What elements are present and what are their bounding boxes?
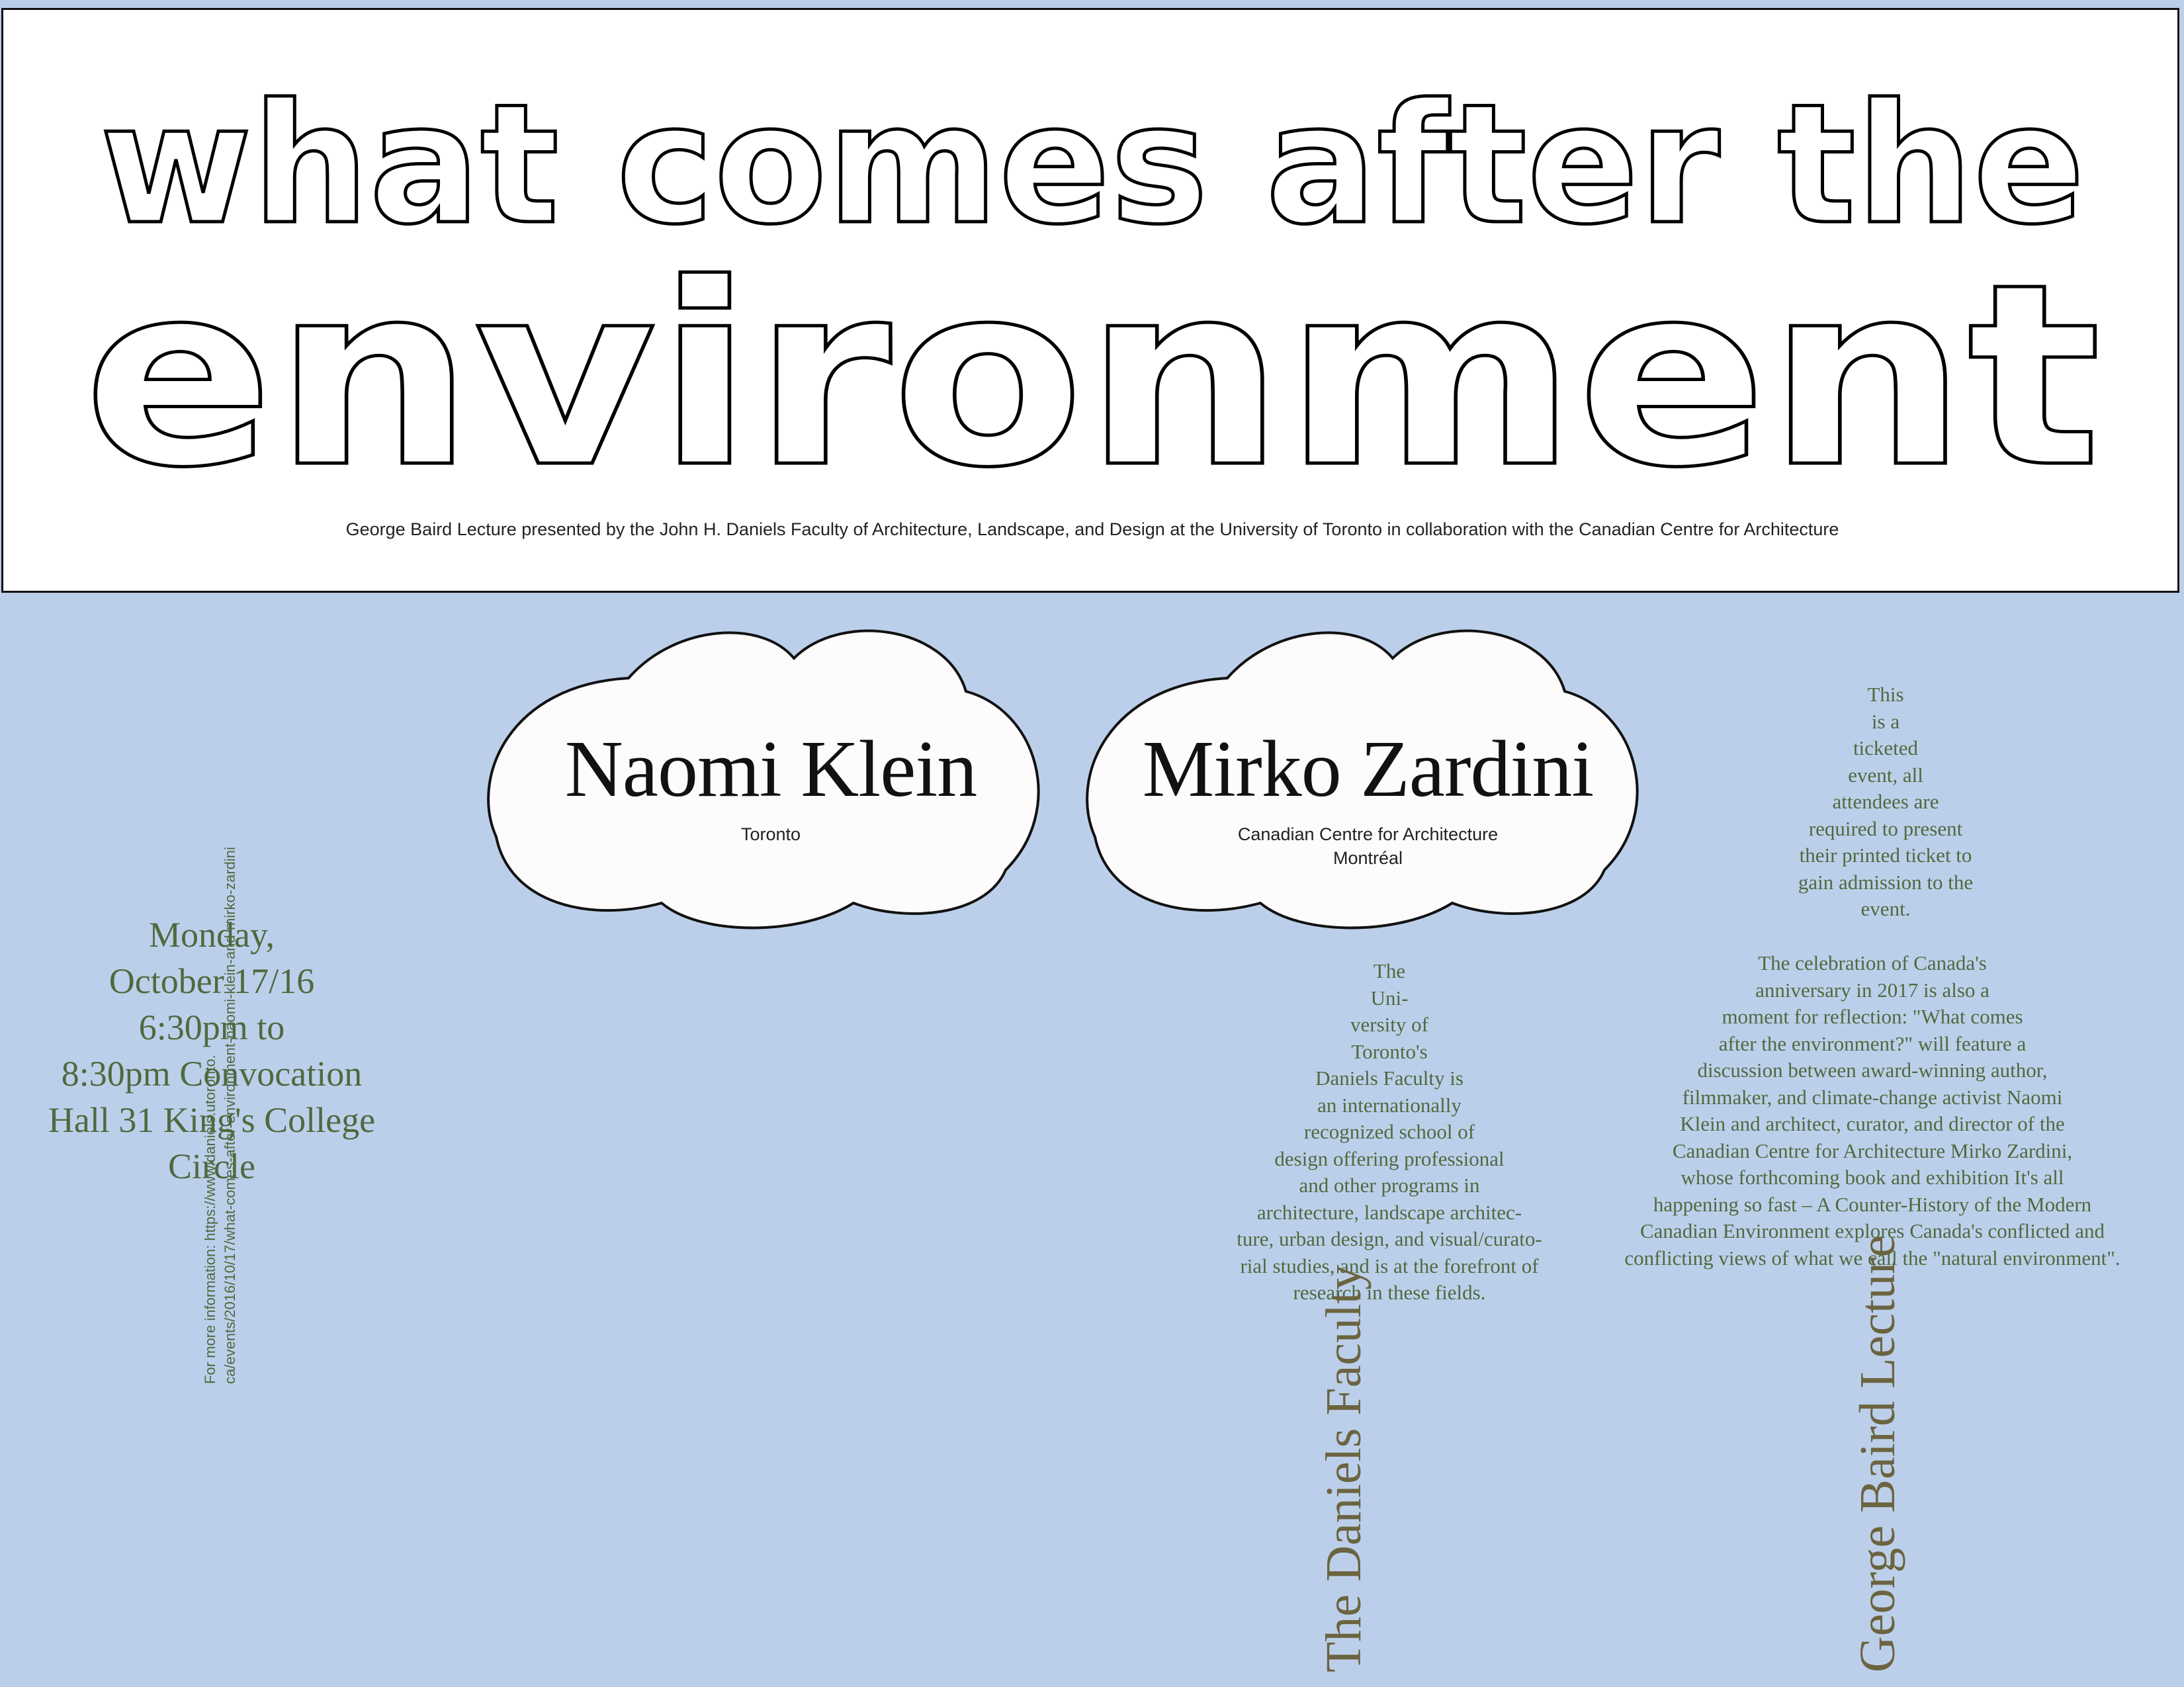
date-line: October 17/16 <box>109 961 315 1001</box>
headline-line1: what comes after the <box>100 68 2085 261</box>
date-line: 8:30pm Convocation <box>61 1054 363 1094</box>
text-line: architecture, landscape architec- <box>1256 1200 1522 1224</box>
text-line: ture, urban design, and visual/curato- <box>1237 1227 1542 1250</box>
faculty-blurb: The Uni- versity of Toronto's Daniels Fa… <box>1151 958 1628 1307</box>
text-line: filmmaker, and climate-change activist N… <box>1682 1085 2063 1109</box>
text-line: gain admission to the <box>1798 870 1974 894</box>
text-line: is a <box>1871 709 1900 733</box>
text-line: design offering professional <box>1274 1146 1505 1170</box>
info-line: For more information: https://www.daniel… <box>202 1055 218 1384</box>
date-line: Monday, <box>149 915 275 955</box>
date-line: Hall 31 King's College <box>48 1100 376 1140</box>
text-line: event, all <box>1848 763 1923 787</box>
text-line: recognized school of <box>1303 1120 1475 1143</box>
speaker-cloud-zardini: Mirko Zardini Canadian Centre for Archit… <box>1078 612 1657 930</box>
text-line: discussion between award-winning author, <box>1697 1059 2048 1082</box>
text-line: anniversary in 2017 is also a <box>1755 978 1989 1002</box>
speaker-name: Mirko Zardini <box>1142 724 1594 814</box>
speaker-cloud-klein: Naomi Klein Toronto <box>483 612 1059 930</box>
text-line: whose forthcoming book and exhibition It… <box>1681 1166 2064 1189</box>
text-line: Canadian Centre for Architecture Mirko Z… <box>1672 1139 2073 1162</box>
vertical-label-faculty: The Daniels Faculty <box>1316 1264 1372 1672</box>
cloud-shape <box>487 629 1040 930</box>
headline: what comes after the environment <box>82 67 2103 525</box>
speaker-location: Montréal <box>1332 848 1403 868</box>
text-line: and other programs in <box>1299 1174 1480 1197</box>
more-info-link[interactable]: For more information: https://www.daniel… <box>200 847 240 1384</box>
headline-line2: environment <box>83 230 2101 523</box>
text-line: conflicting views of what we call the "n… <box>1624 1246 2120 1270</box>
text-line: required to present <box>1808 816 1963 840</box>
text-line: their printed ticket to <box>1799 844 1972 867</box>
text-line: Klein and architect, curator, and direct… <box>1680 1112 2065 1135</box>
text-line: Uni- <box>1370 986 1409 1010</box>
ticket-notice: This is a ticketed event, all attendees … <box>1707 681 2064 923</box>
text-line: Daniels Faculty is <box>1315 1066 1463 1090</box>
text-line: moment for reflection: "What comes <box>1722 1005 2023 1028</box>
text-line: Toronto's <box>1351 1039 1428 1063</box>
text-line: attendees are <box>1832 790 1939 813</box>
text-line: versity of <box>1350 1013 1428 1036</box>
text-line: This <box>1867 683 1904 706</box>
cloud-shape <box>1086 629 1639 930</box>
text-line: an internationally <box>1317 1093 1462 1117</box>
text-line: event. <box>1860 897 1911 920</box>
text-line: research in these fields. <box>1293 1281 1486 1304</box>
text-line: The <box>1373 959 1406 982</box>
date-line: Circle <box>168 1146 255 1186</box>
subtitle: George Baird Lecture presented by the Jo… <box>345 519 1839 539</box>
vertical-label-lecture: George Baird Lecture <box>1850 1234 1905 1672</box>
text-line: The celebration of Canada's <box>1758 951 1987 974</box>
text-line: Canadian Environment explores Canada's c… <box>1640 1219 2105 1242</box>
text-line: rial studies, and is at the forefront of <box>1240 1254 1539 1277</box>
speaker-affiliation: Canadian Centre for Architecture <box>1237 824 1499 844</box>
text-line: after the environment?" will feature a <box>1718 1031 2027 1055</box>
speaker-affiliation: Toronto <box>740 824 801 844</box>
date-line: 6:30pm to <box>138 1008 285 1047</box>
text-line: ticketed <box>1853 736 1919 759</box>
info-line: ca/events/2016/10/17/what-comes-after-en… <box>222 847 238 1384</box>
text-line: happening so fast – A Counter-History of… <box>1653 1192 2092 1216</box>
lecture-blurb: The celebration of Canada's anniversary … <box>1575 950 2170 1272</box>
speaker-name: Naomi Klein <box>564 724 978 814</box>
header-panel: what comes after the environment George … <box>1 8 2179 593</box>
event-date-venue: Monday, October 17/16 6:30pm to 8:30pm C… <box>26 912 397 1190</box>
